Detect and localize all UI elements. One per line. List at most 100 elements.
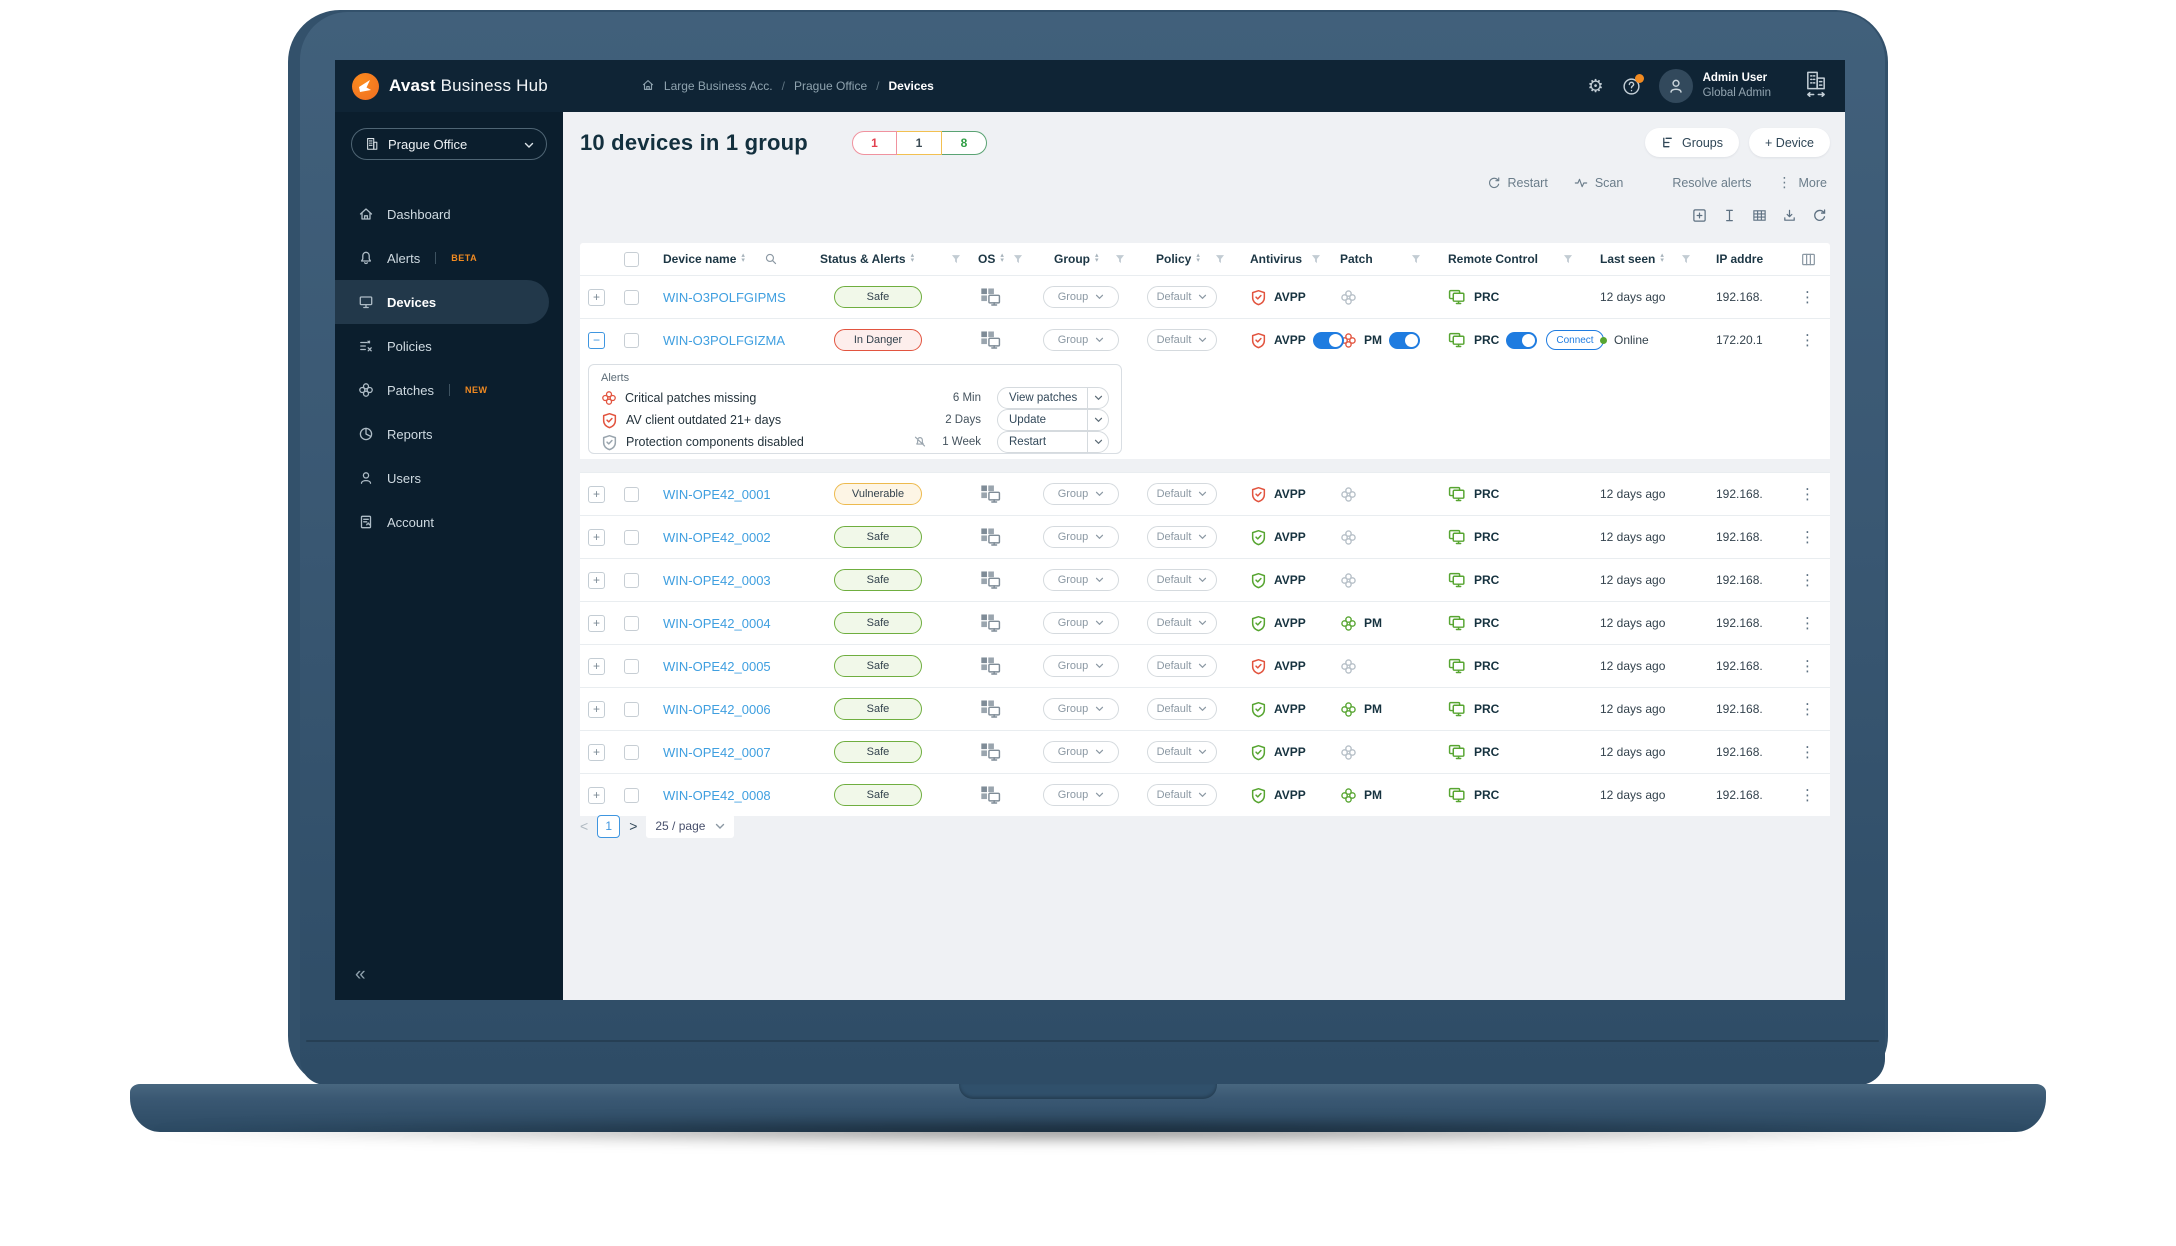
column-picker-icon[interactable] [1786,252,1830,267]
row-expander[interactable]: + [588,700,605,718]
column-header-group[interactable]: Group ▴ ▾ [1030,252,1132,266]
row-menu-icon[interactable]: ⋮ [1800,744,1816,761]
search-icon[interactable] [764,252,778,266]
sidebar-item-policies[interactable]: Policies [335,324,549,368]
filter-icon[interactable] [1114,253,1126,265]
group-select[interactable]: Group [1043,286,1119,308]
groups-button[interactable]: Groups [1645,128,1740,157]
user-block[interactable]: Admin User Global Admin [1703,71,1771,101]
device-name-link[interactable]: WIN-OPE42_0005 [663,658,771,674]
sidebar-item-alerts[interactable]: Alerts BETA [335,236,549,280]
prev-page-button[interactable]: < [580,818,589,834]
sidebar-collapse-button[interactable]: « [355,964,366,985]
device-name-link[interactable]: WIN-OPE42_0008 [663,787,771,803]
group-select[interactable]: Group [1043,741,1119,763]
row-menu-icon[interactable]: ⋮ [1800,701,1816,718]
column-header-ip[interactable]: IP addre [1698,252,1786,266]
download-icon[interactable] [1782,208,1797,223]
org-selector[interactable]: Prague Office [351,128,547,160]
filter-icon[interactable] [1680,253,1692,265]
row-expander[interactable]: + [588,614,605,632]
column-header-patch[interactable]: Patch [1328,252,1428,266]
row-checkbox[interactable] [623,658,639,674]
row-checkbox[interactable] [623,486,639,502]
filter-icon[interactable] [1562,253,1574,265]
device-name-link[interactable]: WIN-OPE42_0007 [663,744,771,760]
filter-icon[interactable] [1310,253,1322,265]
group-select[interactable]: Group [1043,655,1119,677]
sidebar-item-dashboard[interactable]: Dashboard [335,192,549,236]
action-scan[interactable]: Scan [1574,176,1623,190]
group-select[interactable]: Group [1043,569,1119,591]
refresh-icon[interactable] [1812,208,1827,223]
row-expander[interactable]: + [588,288,605,306]
group-select[interactable]: Group [1043,483,1119,505]
column-header-policy[interactable]: Policy ▴ ▾ [1132,252,1232,266]
policy-select[interactable]: Default [1147,784,1217,806]
action-restart[interactable]: Restart [1487,176,1548,190]
patch-toggle[interactable] [1389,331,1420,349]
sidebar-item-account[interactable]: Account [335,500,549,544]
org-switch-icon[interactable] [1803,70,1829,103]
action-resolve-alerts[interactable]: Resolve alerts [1649,175,1751,191]
device-count-warn[interactable]: 1 [896,131,942,155]
select-all-checkbox[interactable] [623,251,639,267]
row-menu-icon[interactable]: ⋮ [1800,572,1816,589]
sidebar-item-users[interactable]: Users [335,456,549,500]
sort-icon[interactable]: ▴ ▾ [1000,252,1004,264]
sort-icon[interactable]: ▴ ▾ [1196,252,1200,264]
row-checkbox[interactable] [623,529,639,545]
row-checkbox[interactable] [623,615,639,631]
sidebar-item-devices[interactable]: Devices [335,280,549,324]
row-checkbox[interactable] [623,289,639,305]
group-select[interactable]: Group [1043,526,1119,548]
action-more[interactable]: ⋮ More [1778,174,1827,191]
policy-select[interactable]: Default [1147,698,1217,720]
filter-icon[interactable] [1410,253,1422,265]
device-name-link[interactable]: WIN-OPE42_0002 [663,529,771,545]
group-select[interactable]: Group [1043,329,1119,351]
filter-icon[interactable] [950,253,962,265]
sort-icon[interactable]: ▴ ▾ [1095,252,1099,264]
policy-select[interactable]: Default [1147,569,1217,591]
gear-icon[interactable]: ⚙ [1587,76,1604,96]
row-menu-icon[interactable]: ⋮ [1800,289,1816,306]
policy-select[interactable]: Default [1147,655,1217,677]
policy-select[interactable]: Default [1147,741,1217,763]
alert-action-button[interactable]: Restart [997,431,1109,453]
next-page-button[interactable]: > [629,818,638,834]
sort-icon[interactable]: ▴ ▾ [1660,252,1664,264]
row-expander[interactable]: − [588,331,605,349]
device-count-danger[interactable]: 1 [851,131,897,155]
antivirus-toggle[interactable] [1312,331,1344,349]
policy-select[interactable]: Default [1147,612,1217,634]
column-header-antivirus[interactable]: Antivirus [1232,252,1328,266]
alert-action-button[interactable]: Update [997,409,1109,431]
column-width-icon[interactable] [1722,208,1737,223]
device-name-link[interactable]: WIN-O3POLFGIZMA [663,332,786,348]
group-select[interactable]: Group [1043,698,1119,720]
device-name-link[interactable]: WIN-OPE42_0006 [663,701,771,717]
policy-select[interactable]: Default [1147,526,1217,548]
row-menu-icon[interactable]: ⋮ [1800,787,1816,804]
row-checkbox[interactable] [623,701,639,717]
remote-toggle[interactable] [1506,331,1538,349]
row-checkbox[interactable] [623,787,639,803]
group-select[interactable]: Group [1043,612,1119,634]
device-count-ok[interactable]: 8 [941,131,987,155]
row-menu-icon[interactable]: ⋮ [1800,615,1816,632]
page-size-select[interactable]: 25 / page [646,814,735,838]
device-name-link[interactable]: WIN-OPE42_0003 [663,572,771,588]
column-header-device-name[interactable]: Device name ▴ ▾ [648,252,788,266]
table-view-icon[interactable] [1752,208,1767,223]
sidebar-item-patches[interactable]: Patches NEW [335,368,549,412]
row-expander[interactable]: + [588,743,605,761]
breadcrumb-item[interactable]: Prague Office [793,79,868,93]
group-select[interactable]: Group [1043,784,1119,806]
column-header-os[interactable]: OS ▴ ▾ [968,252,1030,266]
row-menu-icon[interactable]: ⋮ [1800,529,1816,546]
row-menu-icon[interactable]: ⋮ [1800,486,1816,503]
device-name-link[interactable]: WIN-O3POLFGIPMS [663,289,786,305]
device-name-link[interactable]: WIN-OPE42_0001 [663,486,771,502]
filter-icon[interactable] [1012,253,1024,265]
